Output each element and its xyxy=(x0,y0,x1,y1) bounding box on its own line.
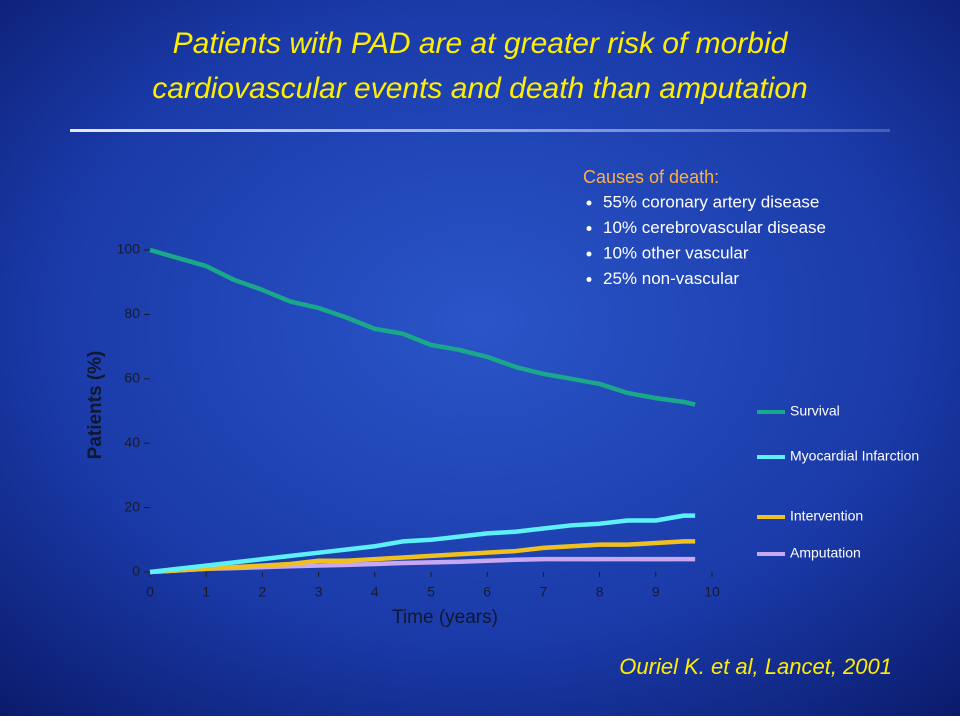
y-tick-label: 20 xyxy=(124,498,140,514)
x-tick-label: 3 xyxy=(315,584,323,600)
annotation: 10% other vascular xyxy=(603,243,749,262)
legend-label: Intervention xyxy=(790,508,863,524)
y-tick-label: 0 xyxy=(132,563,140,579)
x-tick-label: 10 xyxy=(704,584,720,600)
source: Ouriel K. et al, Lancet, 2001 xyxy=(619,654,892,679)
x-tick-label: 6 xyxy=(483,584,491,600)
x-tick-label: 1 xyxy=(202,584,210,600)
annotation: 10% cerebrovascular disease xyxy=(603,218,826,237)
x-tick-label: 5 xyxy=(427,584,435,600)
x-tick-label: 8 xyxy=(596,584,604,600)
x-tick-label: 9 xyxy=(652,584,660,600)
x-tick-label: 0 xyxy=(146,584,154,600)
bullet xyxy=(586,277,592,282)
annotation: 55% coronary artery disease xyxy=(603,192,819,211)
bullet xyxy=(586,251,592,257)
legend-label: Amputation xyxy=(790,545,861,561)
x-tick-label: 4 xyxy=(371,584,379,600)
x-tick-label: 2 xyxy=(259,584,267,600)
y-tick-label: 40 xyxy=(124,434,140,450)
bullet xyxy=(586,200,592,206)
title-rule xyxy=(70,129,890,132)
bullet xyxy=(586,226,592,231)
x-axis-label: Time (years) xyxy=(392,607,498,628)
series-line xyxy=(149,513,696,575)
series-line xyxy=(149,247,696,407)
title-line: cardiovascular events and death than amp… xyxy=(152,72,807,105)
annotation: 25% non-vascular xyxy=(603,269,739,288)
series-line xyxy=(149,539,696,575)
x-tick-label: 7 xyxy=(540,584,548,600)
legend-label: Survival xyxy=(790,403,840,419)
y-axis-label: Patients (%) xyxy=(85,351,106,460)
title-line: Patients with PAD are at greater risk of… xyxy=(173,27,789,60)
y-tick-label: 60 xyxy=(124,370,140,386)
annotation-heading: Causes of death: xyxy=(583,167,719,187)
legend-label: Myocardial Infarction xyxy=(790,448,919,464)
y-tick-label: 80 xyxy=(124,305,140,321)
y-tick-label: 100 xyxy=(117,241,141,257)
